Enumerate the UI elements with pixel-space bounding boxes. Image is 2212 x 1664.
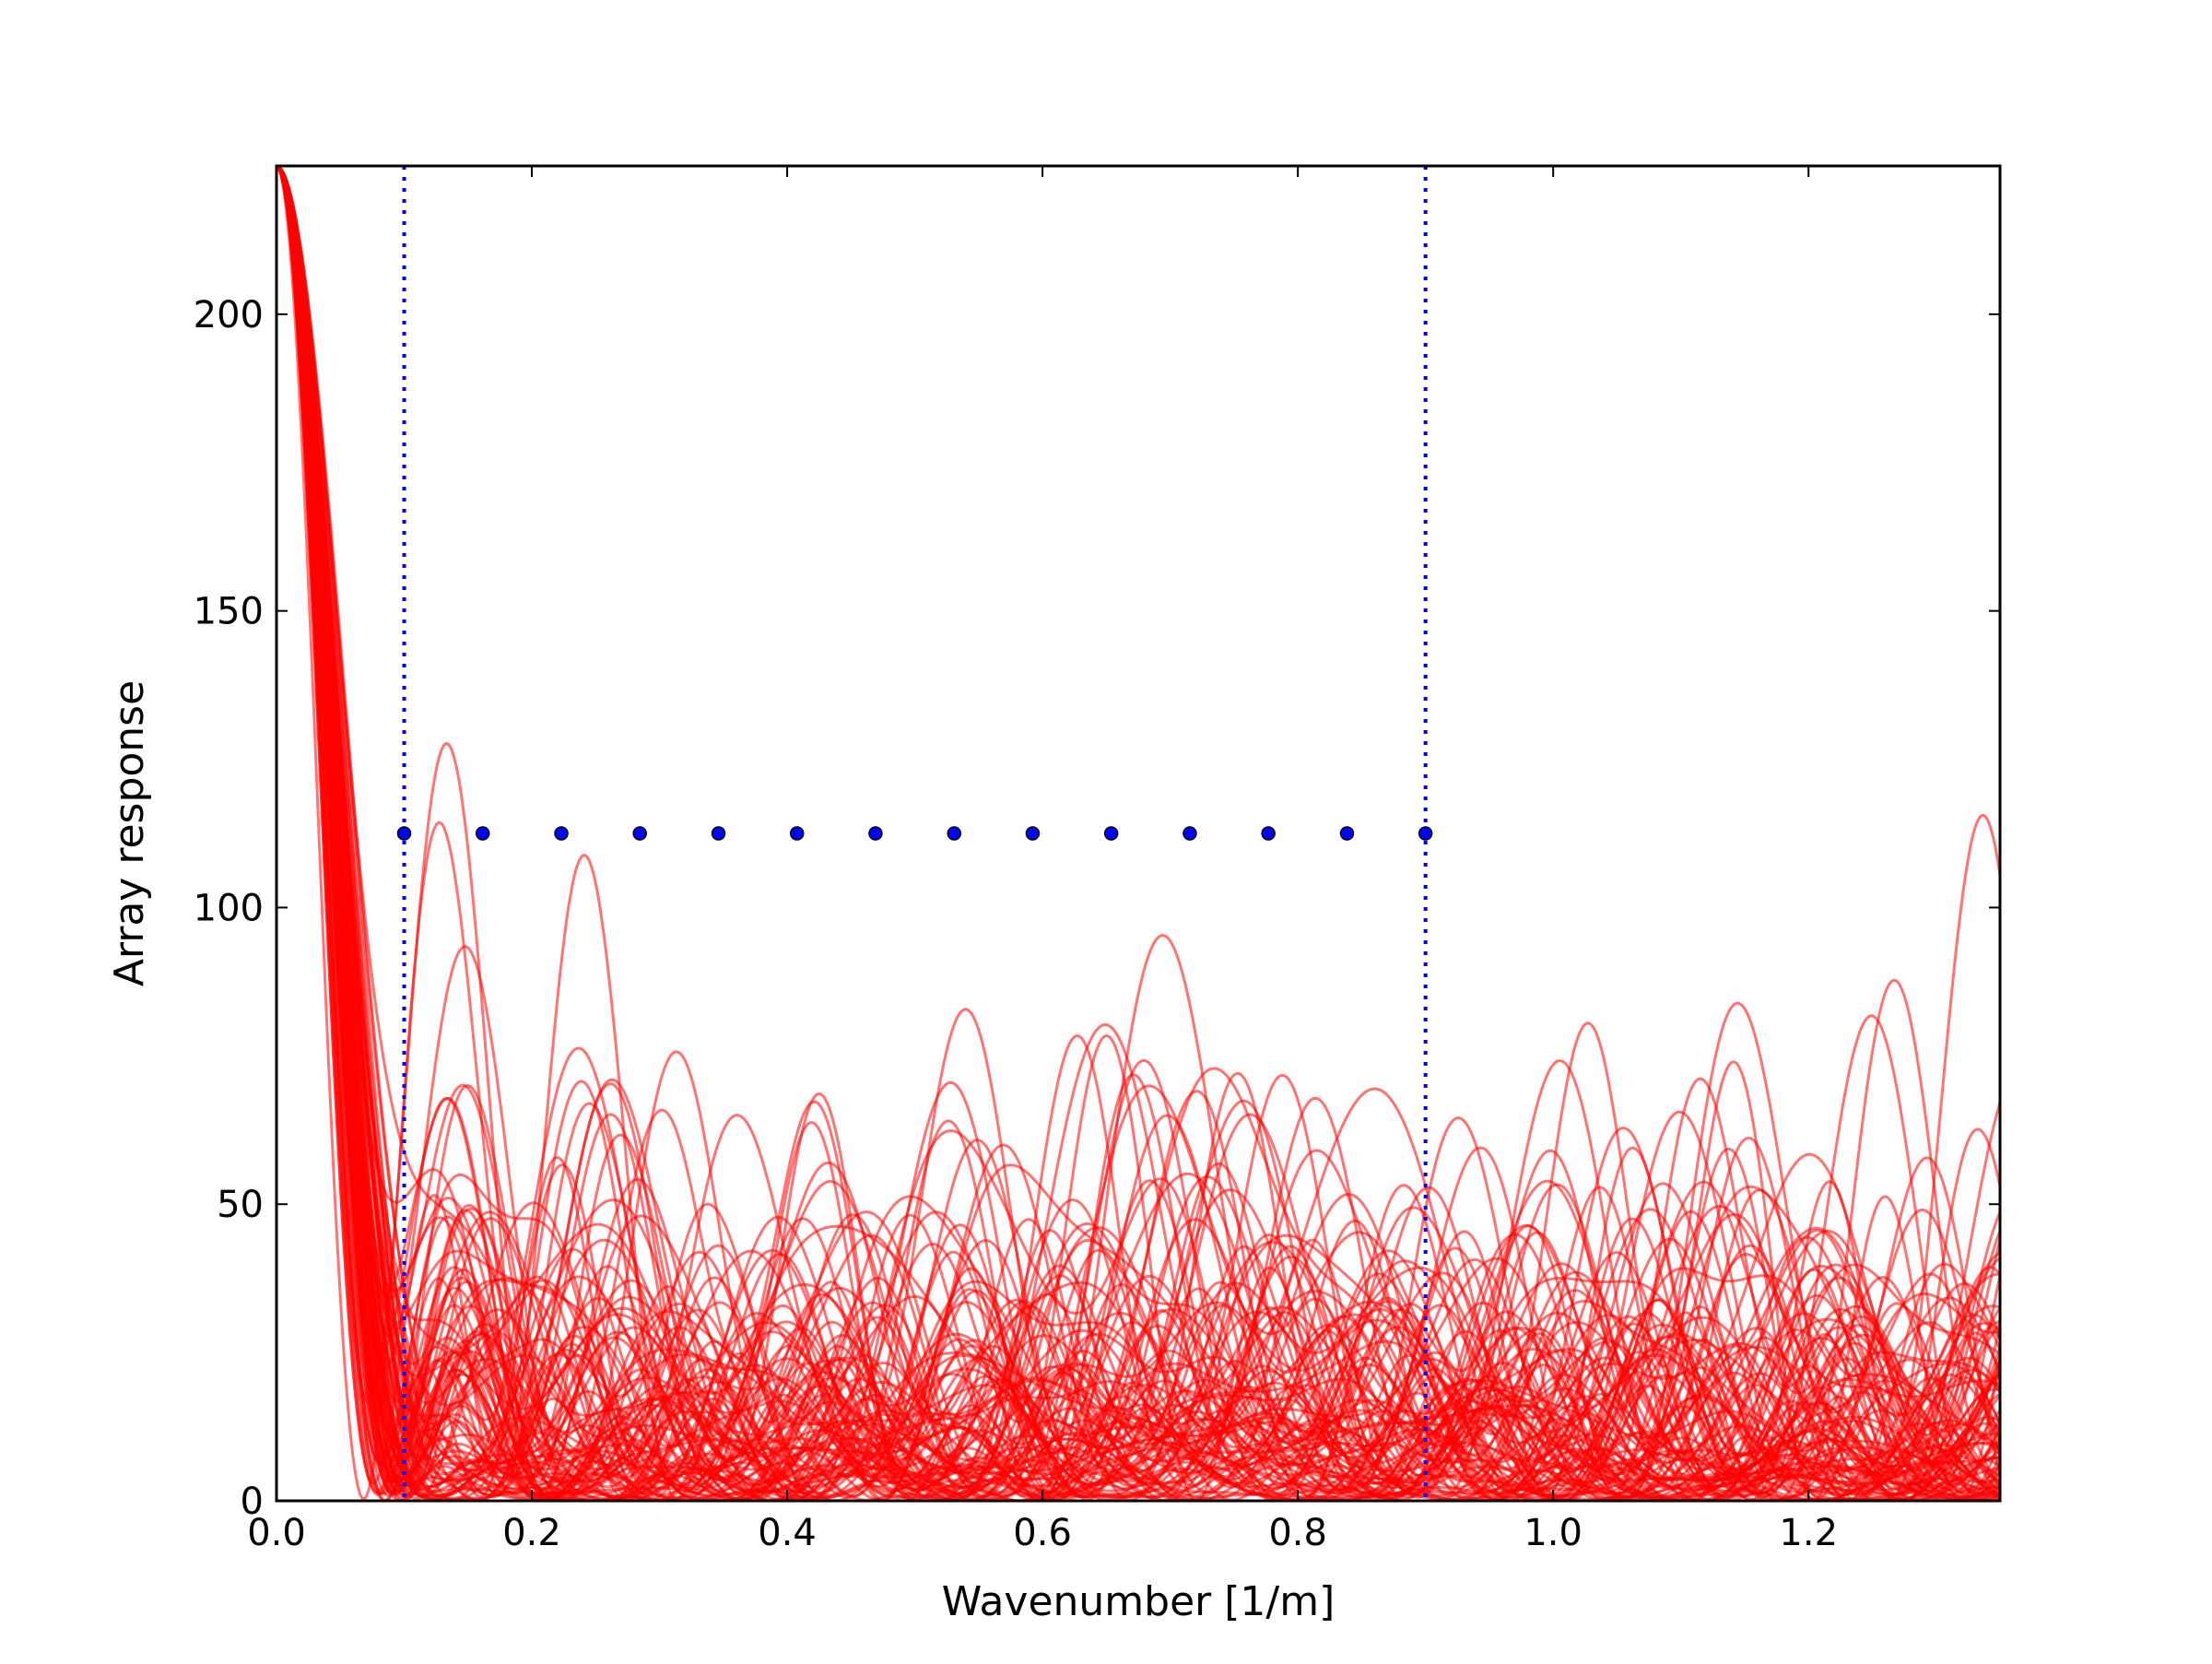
- wavenumber-marker: [1418, 826, 1433, 841]
- response-curve: [276, 166, 2000, 1501]
- x-tick-label: 1.2: [1779, 1512, 1838, 1554]
- response-curve: [276, 166, 2000, 1497]
- x-tick-label: 0.4: [758, 1512, 817, 1554]
- response-curve: [276, 166, 2000, 1498]
- y-tick-label: 50: [217, 1184, 264, 1226]
- x-axis-ticks: 0.0 0.2 0.4 0.6 0.8 1.0 1.2: [247, 166, 1838, 1554]
- response-curve: [276, 166, 2000, 1501]
- response-curve: [276, 166, 2000, 1500]
- response-curve: [276, 166, 2000, 1501]
- response-curve: [276, 166, 2000, 1501]
- response-curve: [276, 166, 2000, 1501]
- response-curve: [276, 166, 2000, 1501]
- response-curve: [276, 166, 2000, 1501]
- wavenumber-marker: [789, 826, 805, 841]
- wavenumber-marker: [1182, 826, 1197, 841]
- wavenumber-markers: [396, 826, 1433, 841]
- response-curve: [276, 166, 2000, 1501]
- y-tick-label: 200: [194, 294, 264, 336]
- wavenumber-marker: [475, 826, 490, 841]
- wavenumber-marker: [868, 826, 883, 841]
- plot-frame: [275, 164, 2002, 1503]
- wavenumber-marker: [711, 826, 726, 841]
- wavenumber-marker: [1025, 826, 1041, 841]
- x-tick-label: 0.6: [1013, 1512, 1072, 1554]
- response-curve: [276, 166, 2000, 1501]
- y-axis-label: Array response: [106, 680, 153, 986]
- wavenumber-marker: [1103, 826, 1119, 841]
- response-curve: [276, 166, 2000, 1501]
- x-tick-label: 0.2: [502, 1512, 561, 1554]
- response-curve: [276, 166, 2000, 1501]
- x-tick-label: 0.0: [247, 1512, 306, 1554]
- x-axis-label: Wavenumber [1/m]: [942, 1578, 1335, 1625]
- response-curve: [276, 166, 2000, 1501]
- y-axis-ticks: 0 50 100 150 200: [194, 294, 2000, 1523]
- response-curve: [276, 166, 2000, 1501]
- wavenumber-marker: [1339, 826, 1355, 841]
- y-tick-label: 150: [194, 591, 264, 633]
- response-curve: [276, 166, 2000, 1501]
- wavenumber-marker: [554, 826, 569, 841]
- wavenumber-marker: [947, 826, 962, 841]
- x-tick-label: 0.8: [1268, 1512, 1327, 1554]
- wavenumber-marker: [1261, 826, 1276, 841]
- y-tick-label: 100: [194, 887, 264, 929]
- y-tick-label: 0: [241, 1481, 264, 1523]
- wavenumber-marker: [632, 826, 647, 841]
- x-tick-label: 1.0: [1524, 1512, 1583, 1554]
- wavenumber-marker: [396, 826, 412, 841]
